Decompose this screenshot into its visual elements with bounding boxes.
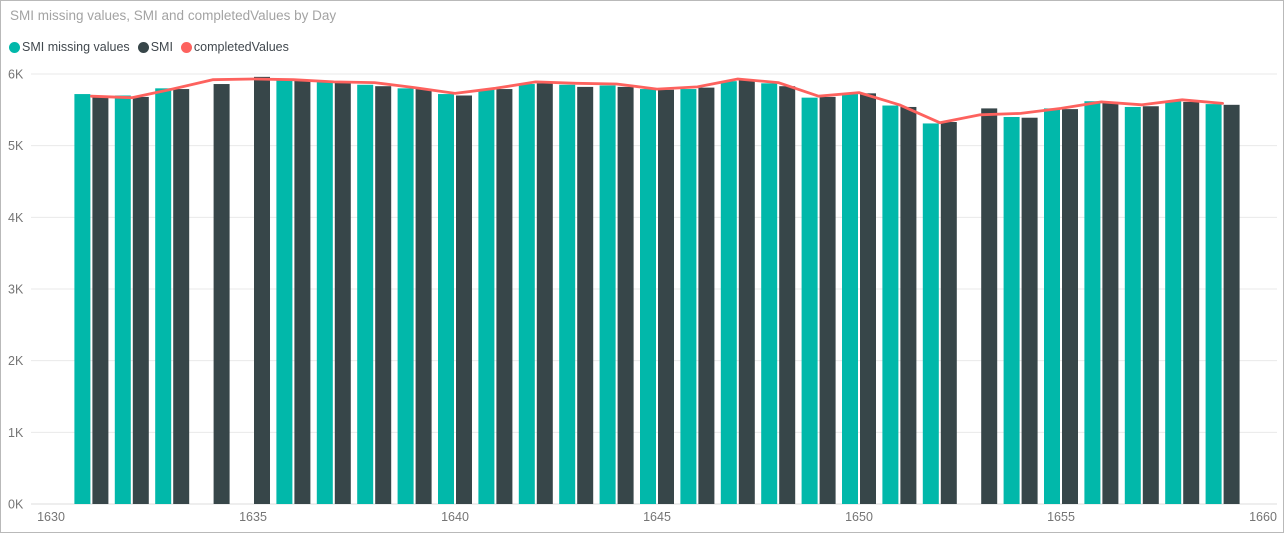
- bar-smi-missing-values-1645[interactable]: [640, 89, 656, 505]
- x-axis-label-1645: 1645: [643, 510, 671, 524]
- bar-smi-1659[interactable]: [1223, 104, 1240, 505]
- bar-smi-1646[interactable]: [698, 87, 715, 504]
- bar-smi-1634[interactable]: [213, 84, 230, 505]
- bar-smi-missing-values-1647[interactable]: [720, 81, 737, 505]
- x-axis-label-1660: 1660: [1249, 510, 1277, 524]
- bar-smi-1647[interactable]: [738, 79, 755, 504]
- bar-smi-missing-values-1644[interactable]: [599, 85, 616, 504]
- bar-smi-missing-values-1657[interactable]: [1124, 106, 1141, 504]
- bar-smi-missing-values-1631[interactable]: [74, 94, 91, 505]
- bar-smi-1643[interactable]: [577, 86, 594, 505]
- y-axis-label-2K: 2K: [8, 354, 24, 368]
- bar-smi-missing-values-1648[interactable]: [761, 83, 778, 505]
- bar-smi-1641[interactable]: [496, 89, 513, 505]
- bar-smi-1633[interactable]: [173, 89, 190, 505]
- bar-smi-missing-values-1637[interactable]: [316, 81, 333, 504]
- y-axis-label-1K: 1K: [8, 426, 24, 440]
- y-axis-label-0K: 0K: [8, 498, 24, 512]
- bar-smi-1638[interactable]: [375, 86, 392, 504]
- legend-swatch-smi-icon: [137, 41, 149, 53]
- bar-smi-1657[interactable]: [1142, 106, 1159, 504]
- bar-smi-missing-values-1642[interactable]: [518, 84, 535, 505]
- legend: SMI missing values SMI completedValues: [9, 40, 297, 54]
- bar-smi-missing-values-1659[interactable]: [1205, 104, 1222, 504]
- x-axis-label-1635: 1635: [239, 510, 267, 524]
- legend-item-smi[interactable]: SMI: [137, 40, 173, 54]
- bar-smi-missing-values-1638[interactable]: [357, 84, 374, 504]
- y-axis-label-4K: 4K: [8, 211, 24, 225]
- chart-title: SMI missing values, SMI and completedVal…: [10, 8, 337, 23]
- bar-smi-missing-values-1650[interactable]: [842, 94, 858, 505]
- bar-smi-missing-values-1651[interactable]: [882, 105, 899, 505]
- bar-smi-1654[interactable]: [1021, 117, 1038, 504]
- bar-smi-1642[interactable]: [536, 83, 553, 505]
- completedvalues-line[interactable]: [90, 77, 1224, 125]
- bar-smi-missing-values-1654[interactable]: [1003, 117, 1020, 504]
- bar-smi-missing-values-1652[interactable]: [922, 123, 939, 504]
- bar-smi-1649[interactable]: [819, 96, 836, 504]
- legend-label-smi-missing-values: SMI missing values: [22, 40, 130, 54]
- bar-smi-missing-values-1656[interactable]: [1084, 101, 1101, 504]
- bar-smi-1655[interactable]: [1062, 109, 1078, 504]
- legend-label-completedvalues: completedValues: [193, 40, 289, 54]
- bar-smi-missing-values-1640[interactable]: [438, 94, 454, 505]
- bar-smi-1636[interactable]: [294, 80, 311, 504]
- legend-swatch-smi-missing-values-icon: [9, 41, 20, 53]
- bar-smi-1650[interactable]: [860, 93, 876, 504]
- y-axis-label-5K: 5K: [8, 139, 24, 153]
- x-axis-label-1650: 1650: [845, 510, 873, 524]
- bar-smi-missing-values-1632[interactable]: [114, 95, 131, 505]
- legend-item-completedvalues[interactable]: completedValues: [180, 40, 289, 54]
- bar-smi-missing-values-1643[interactable]: [559, 84, 576, 504]
- y-axis-label-3K: 3K: [8, 283, 24, 297]
- bar-smi-missing-values-1639[interactable]: [397, 88, 414, 504]
- bar-smi-1639[interactable]: [415, 89, 432, 505]
- y-axis-label-6K: 6K: [8, 68, 24, 82]
- bar-smi-missing-values-1646[interactable]: [680, 89, 697, 505]
- bar-smi-1652[interactable]: [940, 122, 957, 505]
- bar-smi-1632[interactable]: [132, 96, 149, 504]
- bar-smi-missing-values-1655[interactable]: [1044, 108, 1060, 505]
- bar-smi-missing-values-1649[interactable]: [801, 97, 818, 505]
- bar-smi-1635[interactable]: [254, 76, 270, 504]
- bar-smi-1640[interactable]: [456, 95, 472, 505]
- bar-smi-1648[interactable]: [779, 86, 796, 504]
- bar-smi-missing-values-1658[interactable]: [1165, 101, 1182, 504]
- bar-smi-1651[interactable]: [900, 106, 917, 504]
- bar-smi-missing-values-1641[interactable]: [478, 89, 495, 505]
- bar-smi-1644[interactable]: [617, 86, 634, 505]
- bar-smi-missing-values-1633[interactable]: [155, 88, 172, 504]
- bar-smi-1631[interactable]: [92, 95, 109, 505]
- bar-smi-1637[interactable]: [334, 82, 351, 504]
- bar-smi-1653[interactable]: [981, 108, 998, 505]
- x-axis-label-1655: 1655: [1047, 510, 1075, 524]
- legend-label-smi: SMI: [150, 40, 173, 54]
- bar-smi-missing-values-1636[interactable]: [276, 79, 293, 504]
- x-axis-label-1640: 1640: [441, 510, 469, 524]
- bar-smi-1656[interactable]: [1102, 101, 1119, 504]
- x-axis-label-1630: 1630: [37, 510, 65, 524]
- bar-smi-1658[interactable]: [1183, 101, 1200, 504]
- legend-swatch-completedvalues-icon: [180, 41, 192, 53]
- bar-smi-1645[interactable]: [658, 89, 674, 505]
- legend-item-smi-missing-values[interactable]: SMI missing values: [9, 40, 130, 54]
